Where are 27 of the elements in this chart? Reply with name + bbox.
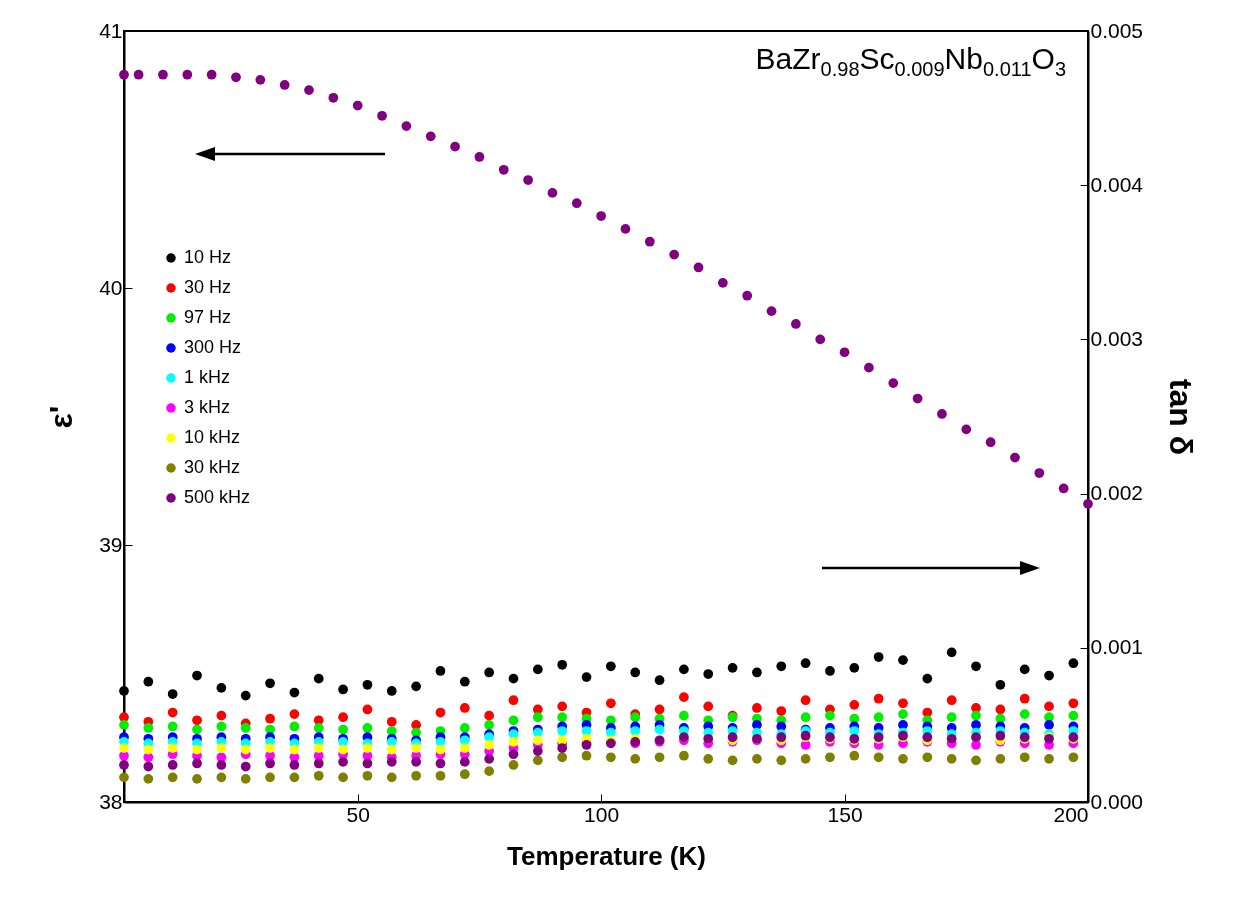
y2-axis-title: tan δ	[1163, 378, 1200, 456]
y2-tick-label: 0.002	[1090, 481, 1144, 505]
legend-label: 3 kHz	[184, 397, 231, 417]
y-axis-title: ε'	[43, 405, 80, 429]
x-tick-label: 100	[584, 802, 620, 826]
y-tick-label: 41	[99, 18, 123, 42]
legend-label: 10 kHz	[184, 427, 241, 447]
legend-label: 30 kHz	[184, 457, 241, 477]
x-tick-label: 50	[346, 802, 370, 826]
legend-label: 500 kHz	[184, 487, 251, 507]
legend-label: 300 Hz	[184, 337, 242, 357]
y-tick-label: 40	[99, 275, 123, 299]
legend-label: 10 Hz	[184, 247, 232, 267]
legend-label: 30 Hz	[184, 277, 232, 297]
legend-label: 1 kHz	[184, 367, 231, 387]
y2-tick-label: 0.005	[1090, 18, 1144, 42]
y-tick-label: 38	[99, 789, 123, 813]
y2-tick-label: 0.001	[1090, 635, 1144, 659]
y2-tick-label: 0.000	[1090, 789, 1144, 813]
x-axis-title: Temperature (K)	[507, 840, 706, 871]
y2-tick-label: 0.004	[1090, 172, 1144, 196]
y2-tick-label: 0.003	[1090, 326, 1144, 350]
x-tick-label: 200	[1053, 802, 1089, 826]
x-tick-label: 150	[827, 802, 863, 826]
y-tick-label: 39	[99, 532, 123, 556]
legend-label: 97 Hz	[184, 307, 232, 327]
annotation: BaZr$_{0.98}$Sc$_{0.009}$Nb$_{0.011}$O$_{3}$	[755, 42, 1066, 81]
